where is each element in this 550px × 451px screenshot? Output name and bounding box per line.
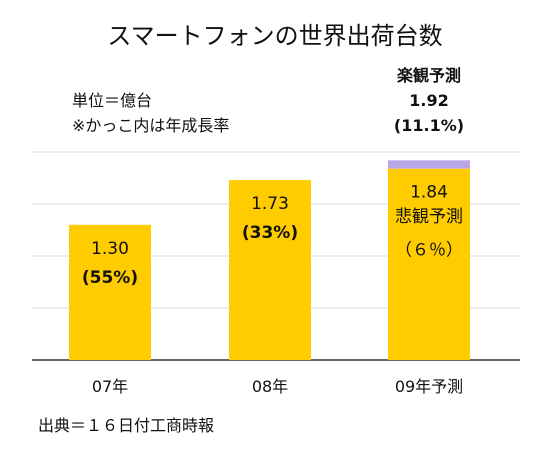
optimistic-segment	[388, 160, 470, 169]
x-tick-label-1: 08年	[252, 377, 288, 396]
x-tick-label-2: 09年予測	[395, 377, 463, 396]
growth-note: ※かっこ内は年成長率	[72, 116, 229, 135]
unit-note: 単位＝億台	[72, 91, 152, 110]
bar-0	[69, 224, 151, 360]
growth-label-2: （６％）	[395, 241, 463, 261]
optimistic-growth: (11.1%)	[394, 116, 464, 135]
value-label-2: 1.84	[410, 183, 448, 203]
bar-2	[388, 168, 470, 360]
x-axis-labels: 07年 08年 09年予測	[92, 377, 463, 396]
x-tick-label-0: 07年	[92, 377, 128, 396]
chart-title: スマートフォンの世界出荷台数	[107, 22, 442, 50]
growth-label-1: (33%)	[242, 223, 298, 243]
source-note: 出典＝１６日付工商時報	[38, 416, 214, 435]
optimistic-title: 楽観予測	[396, 66, 461, 85]
value-label-1: 1.73	[251, 194, 289, 214]
value-label-0: 1.30	[91, 239, 129, 259]
optimistic-value: 1.92	[409, 91, 448, 110]
growth-label-0: (55%)	[82, 268, 138, 288]
bar-1	[229, 180, 311, 360]
bars: 1.30 (55%) 1.73 (33%) 1.84 （６％）	[69, 160, 470, 360]
pessimistic-title: 悲観予測	[395, 207, 463, 227]
